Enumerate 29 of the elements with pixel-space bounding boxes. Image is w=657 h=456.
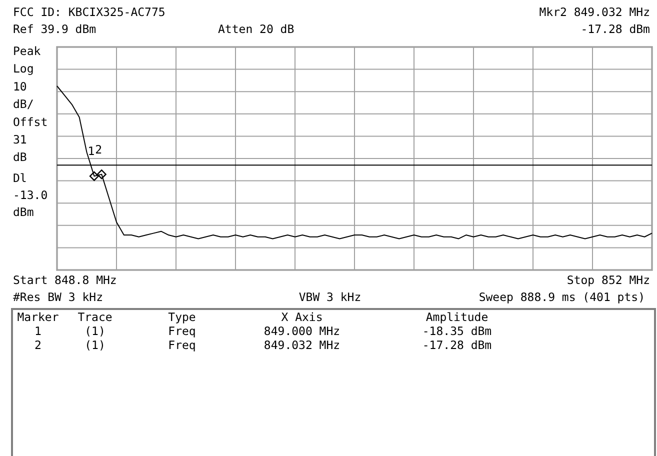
text: 849.000 MHz xyxy=(264,324,340,338)
text: -18.35 dBm xyxy=(422,324,492,338)
text: X Axis xyxy=(281,310,323,324)
text: Freq xyxy=(168,324,196,338)
annotation: 2 xyxy=(95,142,102,156)
text: VBW 3 kHz xyxy=(298,290,362,304)
text: (1) xyxy=(84,324,106,338)
text: Amplitude xyxy=(426,310,488,324)
text: 1 xyxy=(34,324,42,338)
text: Atten 20 dB xyxy=(218,22,294,36)
text: Mkr2 849.032 MHz xyxy=(539,5,650,19)
text: Trace xyxy=(78,310,112,324)
text: Ref 39.9 dBm xyxy=(13,22,96,36)
text: Marker xyxy=(17,310,59,324)
chart-title: FCC ID: KBCIX325-AC775 xyxy=(13,5,166,19)
text: 849.032 MHz xyxy=(264,338,340,352)
ref-line-label: Dl -13.0 dBm xyxy=(13,171,48,220)
text: Sweep 888.9 ms (401 pts) xyxy=(478,290,645,304)
text: #Res BW 3 kHz xyxy=(13,290,104,304)
text: -17.28 dBm xyxy=(422,338,492,352)
text: Freq xyxy=(168,338,196,352)
annotation: 1 xyxy=(88,144,95,158)
text: Start 848.8 MHz xyxy=(13,273,117,287)
text: (1) xyxy=(84,338,106,352)
text: Peak Log 10 dB/ Offst 31 dB xyxy=(13,44,48,164)
text: 2 xyxy=(34,338,42,352)
text: Type xyxy=(168,310,196,324)
text: -17.28 dBm xyxy=(580,22,650,36)
text: Stop 852 MHz xyxy=(566,273,650,287)
